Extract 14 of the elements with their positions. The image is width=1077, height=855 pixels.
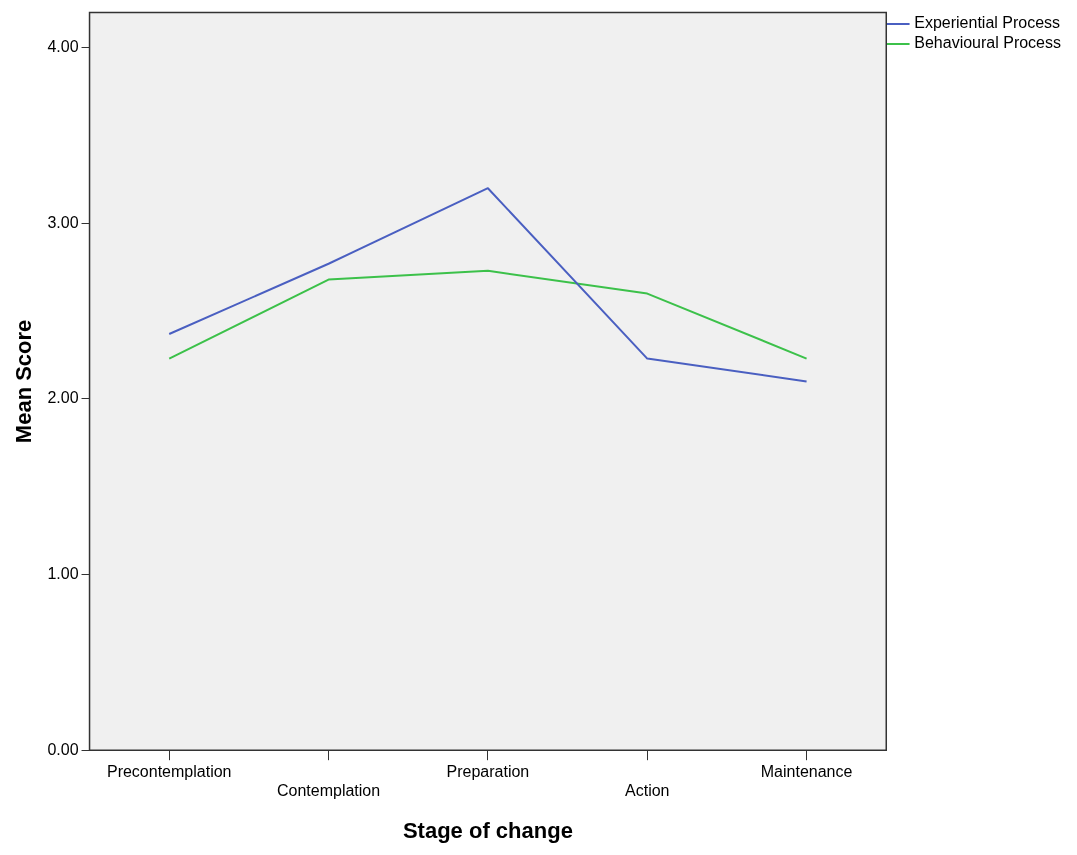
- legend-label: Behavioural Process: [914, 34, 1062, 52]
- legend-label: Experiential Process: [914, 14, 1061, 32]
- x-tick-label: Maintenance: [760, 763, 853, 781]
- y-tick-label: 4.00: [47, 38, 79, 56]
- y-tick-label: 3.00: [47, 213, 79, 231]
- y-tick-label: 1.00: [47, 564, 79, 582]
- x-tick-label: Contemplation: [276, 782, 381, 800]
- x-tick-label: Action: [625, 782, 670, 800]
- x-axis-title: Stage of change: [402, 817, 573, 843]
- x-tick-label: Preparation: [446, 763, 530, 781]
- y-axis-title: Mean Score: [11, 319, 37, 444]
- x-tick-label: Precontemplation: [106, 763, 232, 781]
- y-tick-label: 2.00: [47, 389, 79, 407]
- y-tick-label: 0.00: [47, 740, 79, 758]
